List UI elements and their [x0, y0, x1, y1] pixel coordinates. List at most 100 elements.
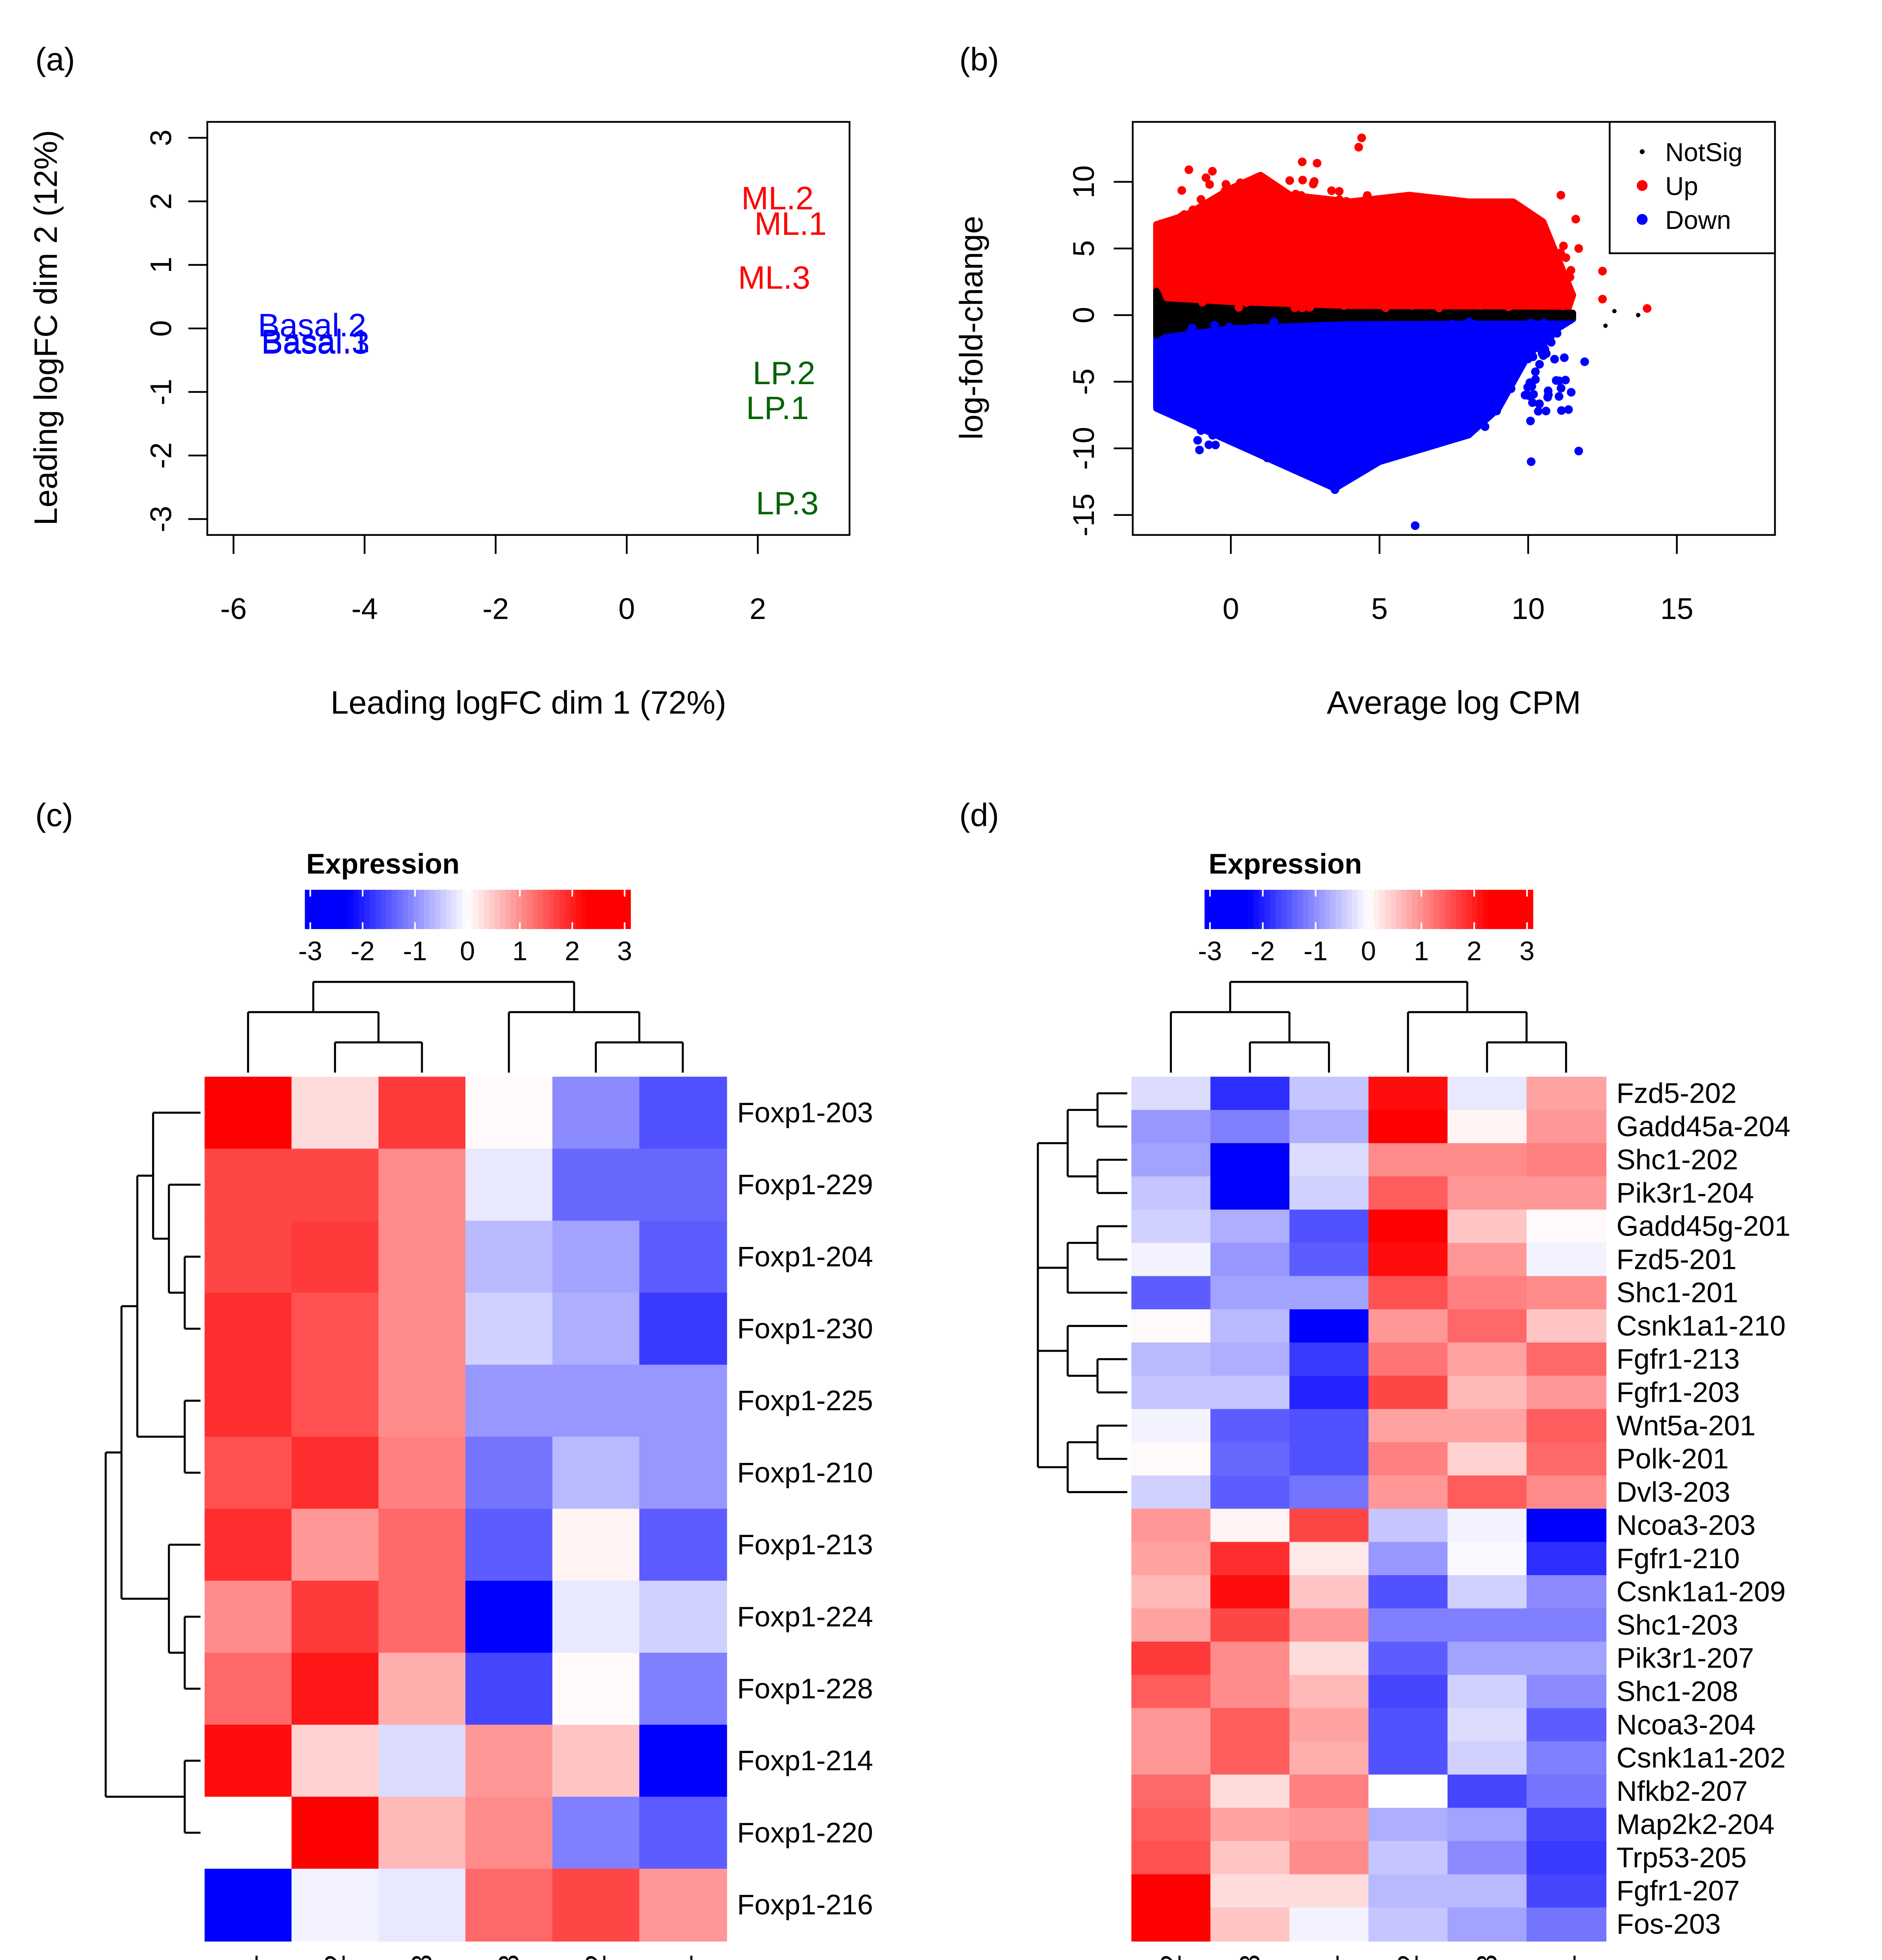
heatmap-cell: [1368, 1276, 1448, 1310]
heatmap-cell: [291, 1724, 380, 1798]
heatmap-cell: [1131, 1276, 1212, 1310]
legend-tick-label: 0: [1361, 936, 1376, 966]
md-point-up: [1349, 207, 1358, 216]
heatmap-cell: [1447, 1409, 1528, 1443]
x-tick-label-a: 2: [750, 592, 766, 626]
heatmap-cell: [204, 1508, 292, 1582]
md-point-up: [1192, 258, 1201, 267]
legend-tick-label: -1: [1304, 936, 1328, 966]
md-point-up: [1327, 186, 1336, 195]
heatmap-cell: [1447, 1708, 1528, 1742]
legend-gradient-step: [592, 889, 599, 929]
md-point-up: [1345, 300, 1354, 309]
heatmap-cell: [378, 1292, 467, 1366]
md-point-up: [1283, 193, 1292, 202]
md-point-up: [1261, 277, 1270, 286]
md-point-down: [1437, 427, 1446, 436]
md-point-down: [1359, 359, 1368, 368]
md-point-up: [1381, 303, 1390, 312]
md-point-down: [1230, 423, 1239, 432]
heatmap-cell: [1289, 1907, 1370, 1942]
md-point-down: [1234, 412, 1243, 421]
md-point-down: [1335, 417, 1344, 426]
md-point-down: [1412, 378, 1421, 387]
heatmap-cell: [1447, 1841, 1528, 1875]
heatmap-cell: [1447, 1508, 1528, 1543]
md-point-down: [1440, 347, 1449, 356]
md-point-down: [1555, 392, 1564, 401]
heatmap-cell: [204, 1292, 292, 1366]
heatmap-cell: [204, 1221, 292, 1294]
heatmap-cell: [1526, 1409, 1607, 1443]
md-point-down: [1192, 348, 1201, 358]
legend-gradient-step: [587, 889, 593, 929]
heatmap-cell: [1131, 1209, 1212, 1244]
legend-gradient-step: [348, 889, 355, 929]
heatmap-cell: [1131, 1409, 1212, 1443]
md-point-up: [1268, 286, 1277, 295]
legend-title-d: Expression: [1209, 848, 1362, 880]
md-point-down: [1347, 442, 1356, 451]
md-point-down: [1411, 521, 1420, 530]
md-point-down: [1390, 443, 1399, 452]
md-point-down: [1486, 365, 1495, 374]
legend-gradient-step: [375, 889, 382, 929]
md-point-up: [1396, 291, 1405, 300]
md-point-up: [1478, 264, 1487, 273]
legend-gradient-step: [359, 889, 365, 929]
md-point-down: [1248, 414, 1257, 423]
md-point-up: [1440, 235, 1449, 244]
legend-gradient-step: [316, 889, 322, 929]
heatmap-cell: [1210, 1808, 1290, 1842]
legend-gradient-step: [1461, 889, 1468, 929]
heatmap-cell: [1131, 1442, 1212, 1477]
heatmap-cell: [1131, 1608, 1212, 1642]
legend-tick-label: -2: [351, 936, 374, 966]
heatmap-cell: [1131, 1907, 1212, 1942]
row-label: Foxp1-229: [737, 1169, 873, 1201]
heatmap-cell: [1526, 1376, 1607, 1410]
heatmap-cell: [465, 1437, 553, 1510]
md-point-up: [1427, 262, 1436, 271]
row-label: Pik3r1-207: [1617, 1642, 1754, 1674]
heatmap-cell: [639, 1653, 727, 1726]
md-point-down: [1393, 353, 1403, 362]
heatmap-cell: [1447, 1641, 1528, 1676]
legend-gradient-step: [1324, 889, 1331, 929]
heatmap-cell: [1447, 1907, 1528, 1942]
md-point-up: [1476, 301, 1485, 310]
panel-label-c: (c): [35, 797, 73, 833]
legend-gradient-step: [1303, 889, 1310, 929]
heatmap-cell: [1447, 1276, 1528, 1310]
heatmap-cell: [1526, 1209, 1607, 1244]
row-label: Foxp1-230: [737, 1313, 873, 1345]
heatmap-cell: [378, 1149, 467, 1222]
heatmap-cell: [1289, 1076, 1370, 1111]
md-point-up: [1455, 256, 1464, 265]
legend-gradient-step: [608, 889, 615, 929]
heatmap-cell: [1447, 1176, 1528, 1210]
md-point-down: [1450, 416, 1459, 425]
md-point-up: [1598, 294, 1607, 304]
row-label: Polk-201: [1617, 1443, 1729, 1475]
md-point-up: [1243, 224, 1252, 233]
heatmap-cell: [1131, 1475, 1212, 1510]
md-point-down: [1455, 343, 1464, 352]
md-point-up: [1393, 205, 1402, 214]
md-point-down: [1341, 365, 1350, 374]
row-label: Gadd45g-201: [1617, 1210, 1791, 1242]
md-point-down: [1288, 388, 1297, 397]
md-point-down: [1270, 409, 1279, 418]
md-point-down: [1205, 408, 1214, 417]
heatmap-cell: [465, 1508, 553, 1582]
heatmap-cell: [1289, 1741, 1370, 1776]
md-point-up: [1361, 195, 1370, 204]
md-point-down: [1375, 408, 1384, 417]
legend-gradient-step: [1275, 889, 1282, 929]
md-point-up: [1250, 249, 1259, 258]
heatmap-cell: [552, 1508, 640, 1582]
heatmap-cell: [1526, 1641, 1607, 1676]
col-label: LP.3: [493, 1954, 525, 1960]
heatmap-cell: [1447, 1874, 1528, 1909]
y-tick-label-b: 0: [1067, 307, 1101, 323]
